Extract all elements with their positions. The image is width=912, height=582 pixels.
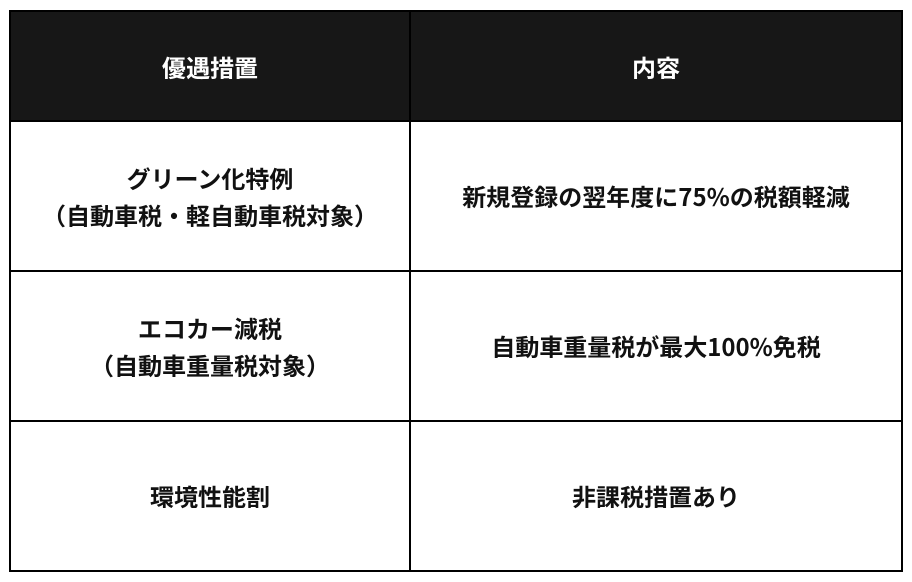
- table-row: 環境性能割 非課税措置あり: [10, 421, 902, 571]
- table-row: グリーン化特例 （自動車税・軽自動車税対象） 新規登録の翌年度に75%の税額軽減: [10, 121, 902, 271]
- cell-detail: 新規登録の翌年度に75%の税額軽減: [410, 121, 902, 271]
- table-header-row: 優遇措置 内容: [10, 11, 902, 121]
- table-row: エコカー減税 （自動車重量税対象） 自動車重量税が最大100%免税: [10, 271, 902, 421]
- measure-line2: （自動車重量税対象）: [90, 347, 330, 382]
- cell-measure: エコカー減税 （自動車重量税対象）: [10, 271, 410, 421]
- tax-incentives-table: 優遇措置 内容 グリーン化特例 （自動車税・軽自動車税対象） 新規登録の翌年度に…: [9, 10, 903, 572]
- cell-measure: グリーン化特例 （自動車税・軽自動車税対象）: [10, 121, 410, 271]
- cell-detail: 非課税措置あり: [410, 421, 902, 571]
- cell-detail: 自動車重量税が最大100%免税: [410, 271, 902, 421]
- measure-line1: 環境性能割: [150, 478, 270, 513]
- measure-line1: グリーン化特例: [127, 160, 294, 195]
- measure-line2: （自動車税・軽自動車税対象）: [42, 197, 378, 232]
- cell-measure: 環境性能割: [10, 421, 410, 571]
- header-measure: 優遇措置: [10, 11, 410, 121]
- measure-line1: エコカー減税: [138, 310, 282, 345]
- header-detail: 内容: [410, 11, 902, 121]
